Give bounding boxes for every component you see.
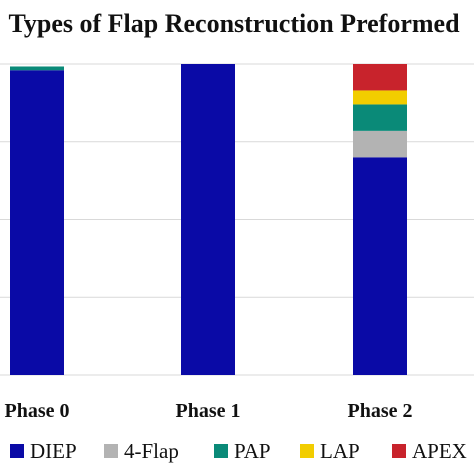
bar-segment-lap-phase-2 [353, 90, 407, 105]
legend-swatch [214, 444, 228, 458]
legend-item-lap: LAP [300, 439, 360, 463]
legend-label: 4-Flap [124, 439, 179, 463]
legend-swatch [10, 444, 24, 458]
legend-swatch [300, 444, 314, 458]
legend-swatch [104, 444, 118, 458]
legend-item-4-flap: 4-Flap [104, 439, 179, 463]
legend-item-apex: APEX [392, 439, 467, 463]
bar-segment-apex-phase-2 [353, 64, 407, 91]
chart-title: Types of Flap Reconstruction Preformed [8, 9, 460, 38]
x-tick-label: Phase 1 [176, 400, 241, 422]
x-axis-tick-labels: Phase 0 Phase 1 Phase 2 [5, 400, 413, 422]
x-tick-label: Phase 2 [348, 400, 413, 422]
legend-swatch [392, 444, 406, 458]
bars [10, 64, 407, 375]
bar-segment-pap-phase-0 [10, 66, 64, 71]
x-tick-label: Phase 0 [5, 400, 70, 422]
bar-segment-diep-phase-0 [10, 70, 64, 375]
bar-segment-4-flap-phase-2 [353, 130, 407, 158]
legend-item-diep: DIEP [10, 439, 77, 463]
bar-segment-diep-phase-1 [181, 64, 235, 375]
bar-segment-diep-phase-2 [353, 157, 407, 375]
legend-label: APEX [412, 439, 467, 463]
legend-label: DIEP [30, 439, 77, 463]
legend-item-pap: PAP [214, 439, 271, 463]
legend-label: LAP [320, 439, 360, 463]
bar-segment-pap-phase-2 [353, 104, 407, 131]
legend: DIEP 4-Flap PAP LAP APEX [10, 439, 467, 463]
legend-label: PAP [234, 439, 271, 463]
